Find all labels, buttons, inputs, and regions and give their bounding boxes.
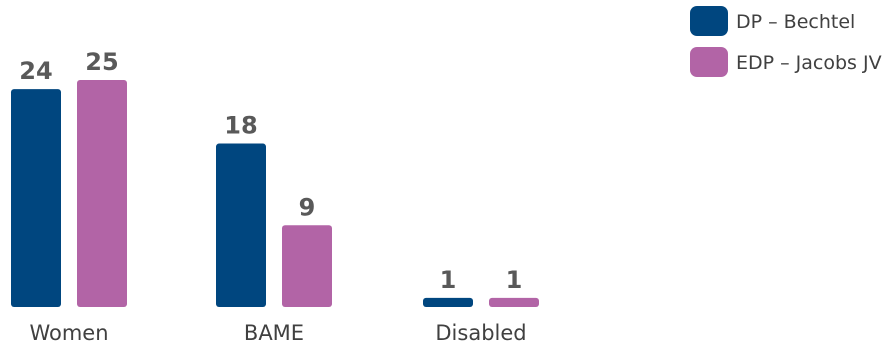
bars-group [11, 80, 539, 307]
bar-disabled-series-2 [489, 297, 539, 307]
value-label-disabled-series-1: 1 [440, 266, 457, 294]
legend: DP – Bechtel EDP – Jacobs JV [690, 6, 882, 77]
value-label-bame-series-2: 9 [299, 193, 316, 221]
value-label-women-series-2: 25 [85, 48, 118, 76]
legend-swatch-series-1 [690, 6, 728, 36]
category-label-disabled: Disabled [435, 321, 526, 345]
value-label-bame-series-1: 18 [224, 112, 257, 140]
category-label-bame: BAME [244, 321, 304, 345]
value-label-disabled-series-2: 1 [506, 266, 523, 294]
bar-bame-series-2 [282, 225, 332, 307]
legend-swatch-series-2 [690, 47, 728, 77]
legend-label-series-1: DP – Bechtel [736, 11, 855, 33]
category-labels-group: Women BAME Disabled [29, 321, 526, 345]
value-label-women-series-1: 24 [19, 57, 52, 85]
category-label-women: Women [29, 321, 108, 345]
bar-women-series-2 [77, 80, 127, 307]
legend-label-series-2: EDP – Jacobs JV [736, 52, 882, 74]
bar-bame-series-1 [216, 143, 266, 307]
value-labels-group: 24 25 18 9 1 1 [19, 48, 522, 294]
bar-women-series-1 [11, 89, 61, 307]
bar-disabled-series-1 [423, 297, 473, 307]
